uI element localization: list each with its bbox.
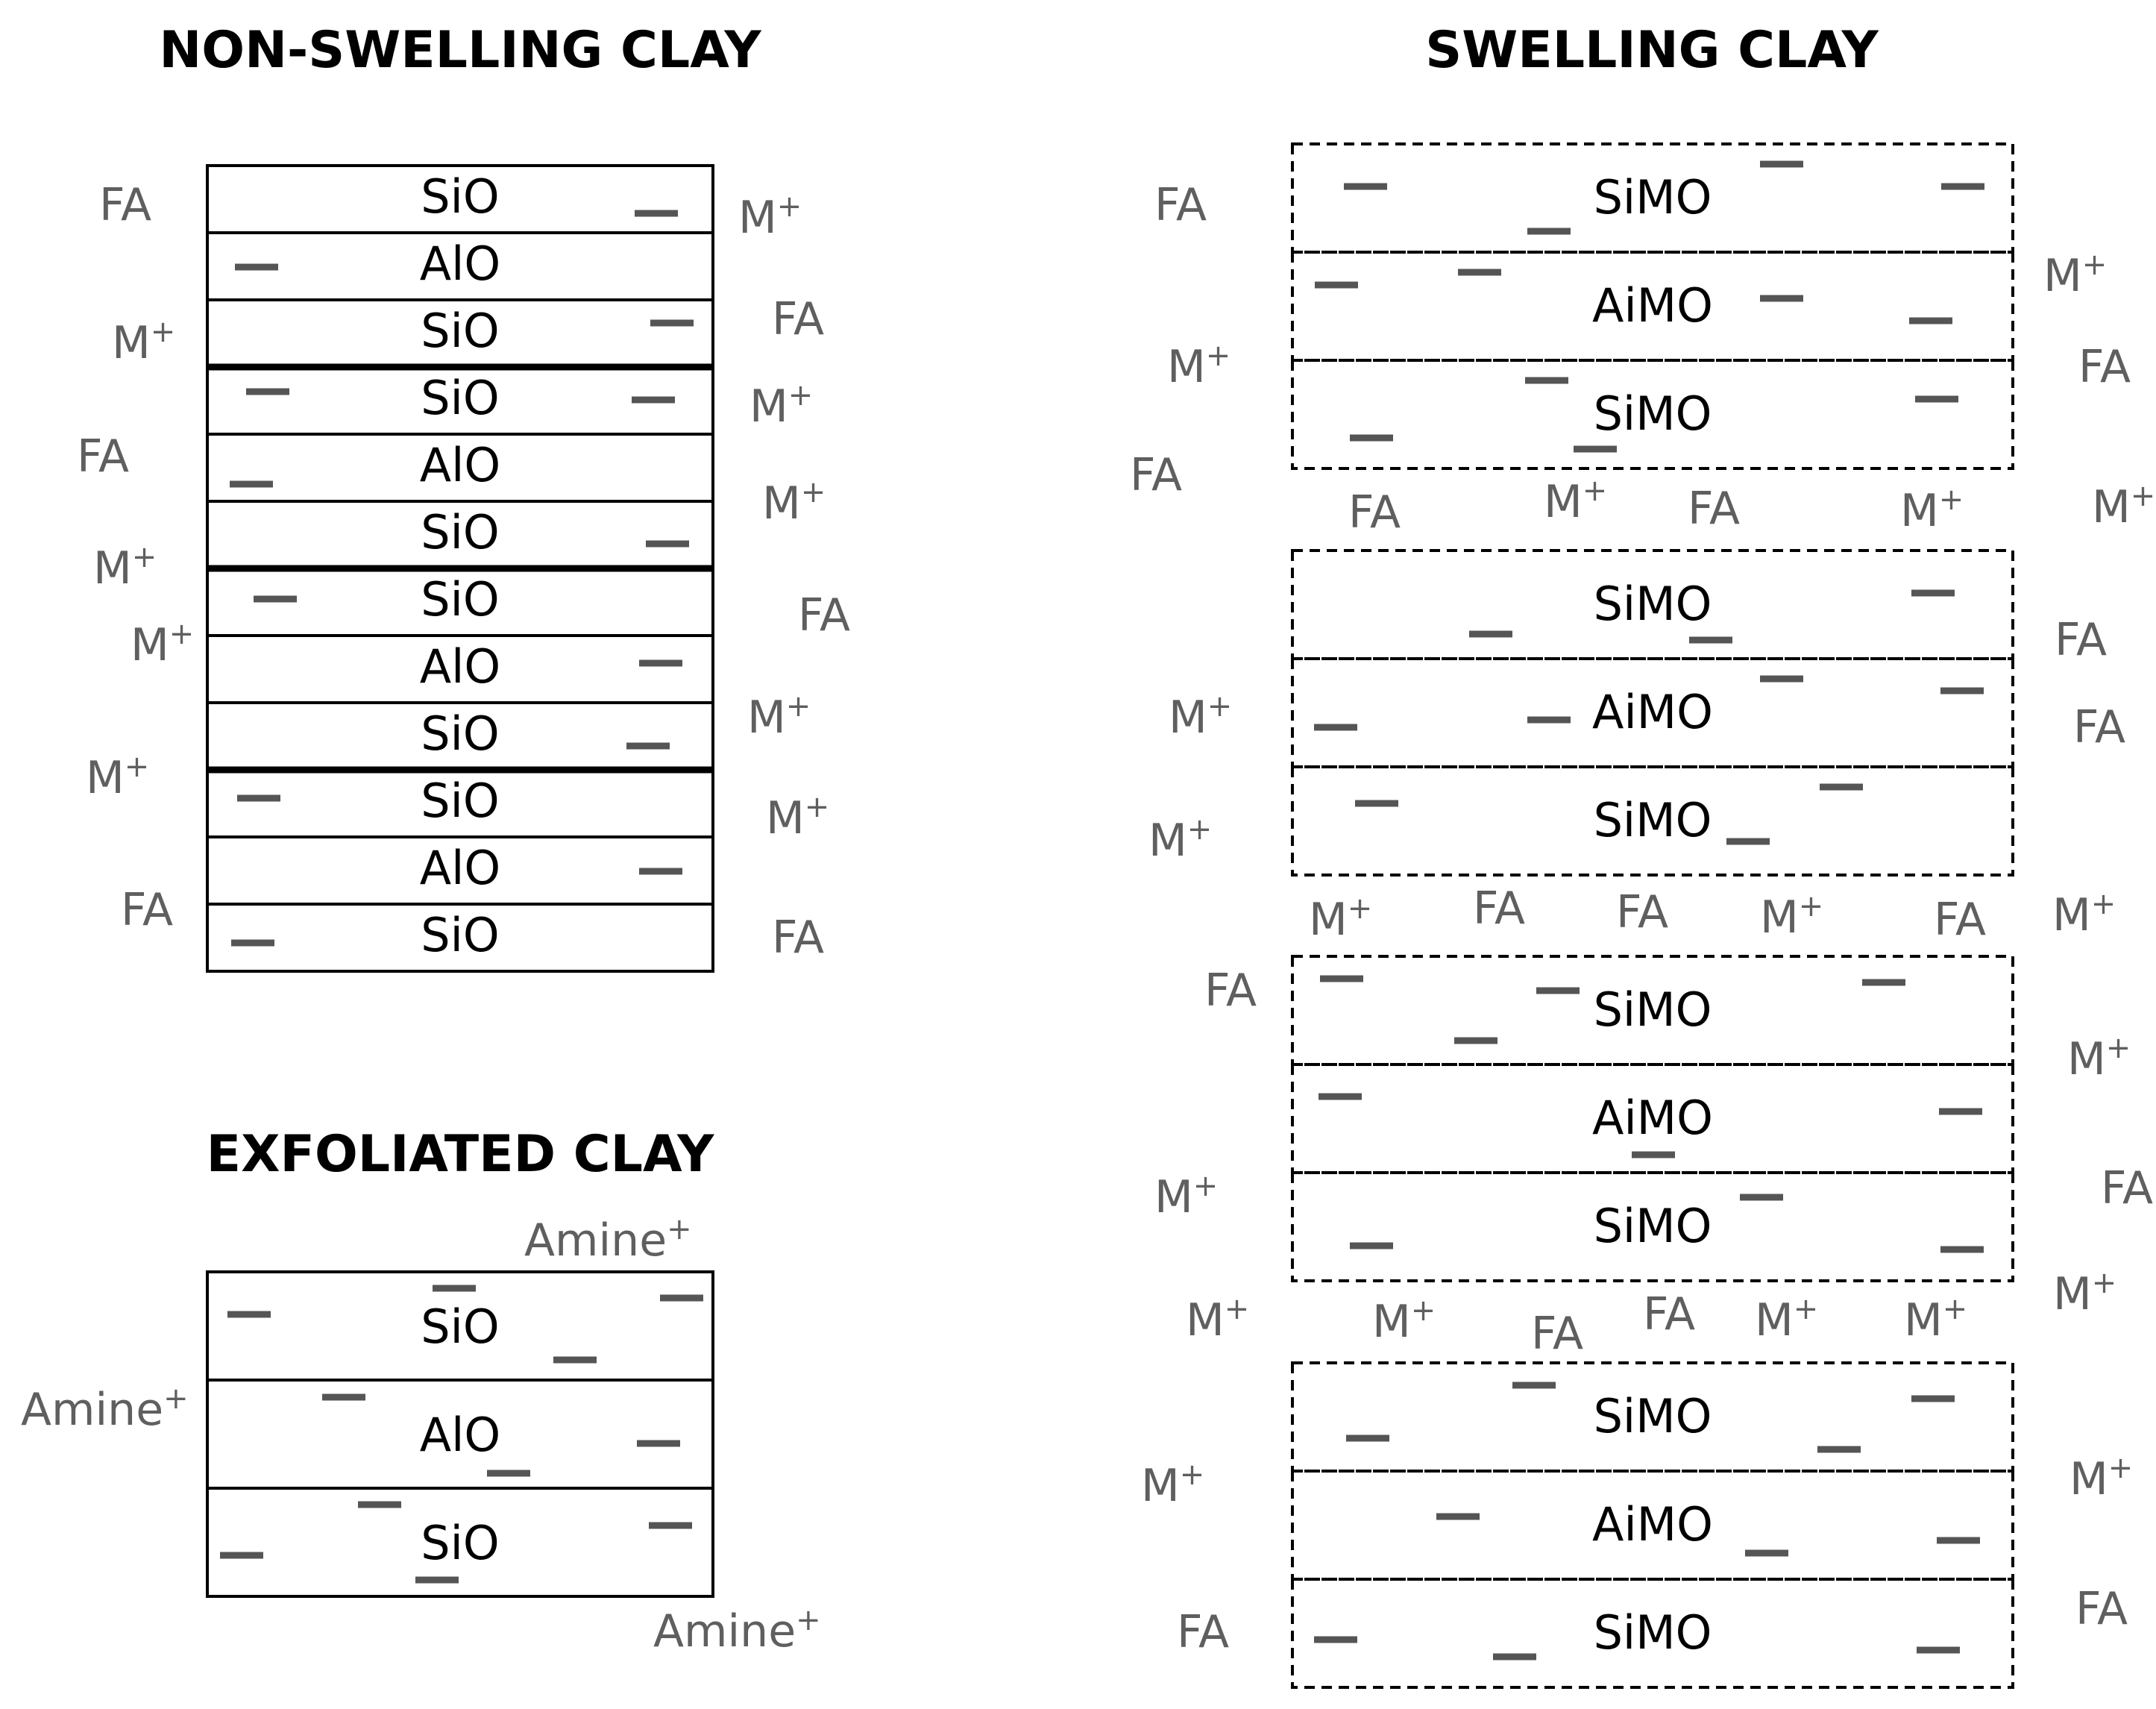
metal-cation-label: M+ — [112, 315, 175, 369]
metal-cation-label: M+ — [131, 617, 194, 671]
exfoliated-title: EXFOLIATED CLAY — [207, 1125, 714, 1184]
fa-label: FA — [77, 430, 129, 483]
non-swelling-layer-label: AlO — [420, 236, 500, 291]
metal-cation-label: M+ — [1148, 812, 1212, 867]
non-swelling-layer — [206, 903, 714, 973]
metal-cation-label: M+ — [766, 790, 829, 844]
fa-label: FA — [2055, 614, 2107, 666]
metal-cation-label: M+ — [2043, 248, 2107, 302]
swelling-layer-label: SiMO — [1594, 793, 1712, 847]
metal-cation-label: M+ — [1755, 1292, 1818, 1346]
non-swelling-layer-label: SiO — [421, 572, 499, 627]
metal-cation-label: M+ — [1186, 1292, 1249, 1346]
swelling-layer-label: AiMO — [1592, 1497, 1713, 1552]
fa-label: FA — [1688, 483, 1740, 535]
non-swelling-layer-label: AlO — [420, 841, 500, 895]
metal-cation-label: M+ — [747, 689, 811, 744]
ion-labels: FA M+ FA M+ M+ M+ FA M+ FA M+ M+ FA M+ M+ FA Amine+ Amin… — [21, 179, 2155, 1658]
fa-label: FA — [1154, 179, 1207, 231]
exfoliated-layer-label: SiO — [421, 1516, 499, 1570]
metal-cation-label: M+ — [93, 540, 157, 595]
fa-label: FA — [1130, 449, 1182, 501]
non-swelling-stack: SiO AlO SiO SiO AlO SiO SiO AlO SiO SiO AlO SiO — [206, 164, 714, 973]
metal-cation-label: M+ — [1154, 1169, 1218, 1223]
fa-label: FA — [121, 884, 173, 936]
exfoliated-layer — [206, 1487, 714, 1598]
metal-cation-label: M+ — [762, 475, 826, 530]
swelling-layer — [1291, 359, 2014, 470]
exfoliated-layer-label: SiO — [421, 1299, 499, 1354]
non-swelling-title: NON-SWELLING CLAY — [159, 21, 761, 80]
fa-label: FA — [2101, 1162, 2153, 1214]
fa-label: FA — [99, 179, 151, 231]
fa-label: FA — [1934, 894, 1986, 946]
metal-cation-label: M+ — [2092, 479, 2155, 533]
amine-cation-label: Amine+ — [653, 1603, 821, 1658]
non-swelling-layer-label: SiO — [421, 908, 499, 962]
swelling-layer-label: SiMO — [1594, 982, 1712, 1037]
metal-cation-label: M+ — [749, 378, 813, 433]
non-swelling-layer-label: SiO — [421, 774, 499, 828]
metal-cation-label: M+ — [86, 750, 149, 804]
non-swelling-layer-label: SiO — [421, 169, 499, 224]
non-swelling-layer-label: SiO — [421, 505, 499, 559]
fa-label: FA — [772, 912, 824, 964]
metal-cation-label: M+ — [1141, 1458, 1204, 1512]
metal-cation-label: M+ — [1167, 339, 1231, 393]
metal-cation-label: M+ — [1900, 483, 1964, 537]
swelling-layer-label: SiMO — [1594, 1389, 1712, 1443]
fa-label: FA — [1616, 886, 1668, 938]
fa-label: FA — [798, 589, 850, 642]
fa-label: FA — [2075, 1583, 2128, 1635]
swelling-layer-label: AiMO — [1592, 278, 1713, 333]
metal-cation-label: M+ — [1309, 891, 1372, 946]
swelling-layer — [1291, 765, 2014, 877]
negative-charge-marks — [220, 160, 1984, 1661]
swelling-stack: SiMO AiMO SiMO SiMO AiMO SiMO SiMO AiMO SiMO SiMO… — [1291, 142, 2014, 1689]
fa-label: FA — [2078, 341, 2131, 393]
fa-label: FA — [1348, 486, 1401, 539]
swelling-layer-label: SiMO — [1594, 1605, 1712, 1660]
metal-cation-label: M+ — [1544, 474, 1607, 528]
non-swelling-layer-label: SiO — [421, 304, 499, 358]
non-swelling-layer-label: SiO — [421, 706, 499, 761]
fa-label: FA — [1531, 1308, 1583, 1360]
swelling-layer-label: SiMO — [1594, 386, 1712, 441]
fa-label: FA — [2073, 701, 2125, 753]
fa-label: FA — [772, 293, 824, 345]
metal-cation-label: M+ — [1904, 1292, 1967, 1346]
swelling-layer-label: AiMO — [1592, 685, 1713, 739]
exfoliated-layer-label: AlO — [420, 1408, 500, 1462]
swelling-layer-label: AiMO — [1592, 1091, 1713, 1145]
non-swelling-layer-label: AlO — [420, 639, 500, 694]
fa-label: FA — [1473, 882, 1525, 935]
metal-cation-label: M+ — [738, 189, 802, 244]
metal-cation-label: M+ — [2052, 887, 2116, 941]
metal-cation-label: M+ — [1169, 689, 1232, 744]
fa-label: FA — [1643, 1288, 1695, 1340]
metal-cation-label: M+ — [2067, 1031, 2131, 1085]
fa-label: FA — [1204, 965, 1257, 1017]
amine-cation-label: Amine+ — [524, 1212, 692, 1267]
swelling-layer — [1291, 1171, 2014, 1282]
metal-cation-label: M+ — [1760, 889, 1823, 944]
non-swelling-layer-label: SiO — [421, 371, 499, 425]
swelling-layer — [1291, 1578, 2014, 1689]
metal-cation-label: M+ — [2053, 1266, 2116, 1320]
metal-cation-label: M+ — [1372, 1293, 1436, 1348]
fa-label: FA — [1177, 1606, 1229, 1658]
swelling-layer-label: SiMO — [1594, 1199, 1712, 1253]
amine-cation-label: Amine+ — [21, 1382, 189, 1436]
exfoliated-stack: SiO AlO SiO — [206, 1270, 714, 1598]
swelling-layer-label: SiMO — [1594, 170, 1712, 225]
non-swelling-layer-label: AlO — [420, 438, 500, 492]
metal-cation-label: M+ — [2069, 1451, 2133, 1505]
swelling-title: SWELLING CLAY — [1425, 21, 1879, 80]
swelling-layer-label: SiMO — [1594, 577, 1712, 631]
